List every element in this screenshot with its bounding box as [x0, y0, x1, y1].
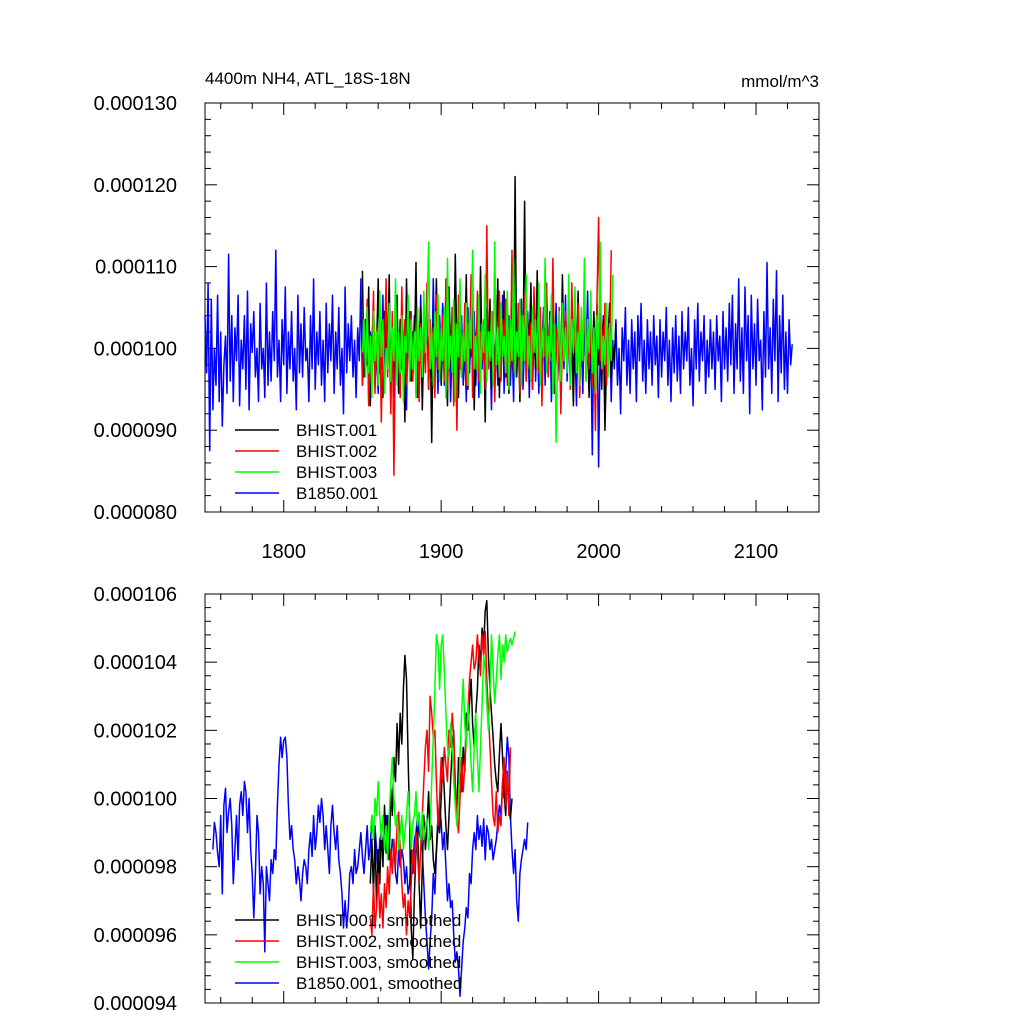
top-title-left: 4400m NH4, ATL_18S-18N	[205, 69, 411, 88]
top-legend-label: BHIST.003	[296, 463, 377, 482]
top-y-tick-label: 0.000100	[94, 338, 177, 360]
bottom-series-line-bhist-002-smoothed	[369, 630, 512, 936]
top-series-group	[204, 175, 793, 476]
top-x-tick-label: 1800	[261, 541, 306, 563]
top-x-tick-label: 2100	[734, 541, 779, 563]
bottom-legend: BHIST.001, smoothed BHIST.002, smoothed BH…	[235, 911, 462, 993]
top-legend: BHIST.001 BHIST.002 BHIST.003 B1850.001	[235, 421, 378, 503]
top-panel: 4400m NH4, ATL_18S-18N mmol/m^3 0.000080…	[94, 69, 820, 563]
top-legend-label: BHIST.001	[296, 421, 377, 440]
top-series-line-bhist-003	[361, 241, 614, 444]
bottom-axes: 0.000094 0.000096 0.000098 0.000100 0.000102…	[94, 584, 820, 1015]
top-y-tick-label: 0.000090	[94, 420, 177, 442]
bottom-series-line-b1850-001-smoothed	[212, 736, 529, 997]
bottom-y-tick-label: 0.000098	[94, 857, 177, 879]
bottom-panel: 0.000094 0.000096 0.000098 0.000100 0.000102…	[94, 584, 820, 1015]
bottom-series-line-bhist-001-smoothed	[369, 600, 513, 960]
bottom-y-tick-label: 0.000106	[94, 584, 177, 606]
bottom-legend-label: BHIST.003, smoothed	[296, 953, 461, 972]
top-legend-label: B1850.001	[296, 484, 378, 503]
top-title-right: mmol/m^3	[741, 72, 819, 91]
bottom-legend-label: BHIST.002, smoothed	[296, 932, 461, 951]
bottom-series-line-bhist-003-smoothed	[369, 631, 516, 861]
top-x-tick-label: 2000	[576, 541, 621, 563]
top-axes: 0.000080 0.000090 0.000100 0.000110 0.000120…	[94, 93, 820, 563]
top-y-tick-label: 0.000110	[95, 257, 177, 279]
top-y-tick-label: 0.000080	[94, 502, 177, 524]
top-series-line-bhist-001	[361, 175, 617, 444]
bottom-y-tick-label: 0.000100	[94, 789, 177, 811]
top-y-tick-label: 0.000120	[94, 175, 177, 197]
bottom-y-tick-label: 0.000102	[94, 720, 177, 742]
bottom-y-tick-label: 0.000094	[94, 993, 177, 1015]
bottom-legend-label: B1850.001, smoothed	[296, 974, 462, 993]
bottom-y-tick-label: 0.000096	[94, 925, 177, 947]
top-y-tick-label: 0.000130	[94, 93, 177, 115]
top-x-tick-label: 1900	[419, 541, 464, 563]
bottom-series-group	[212, 600, 529, 997]
top-legend-label: BHIST.002	[296, 442, 377, 461]
bottom-legend-label: BHIST.001, smoothed	[296, 911, 461, 930]
top-plot-frame	[204, 102, 820, 513]
bottom-y-tick-label: 0.000104	[94, 652, 177, 674]
